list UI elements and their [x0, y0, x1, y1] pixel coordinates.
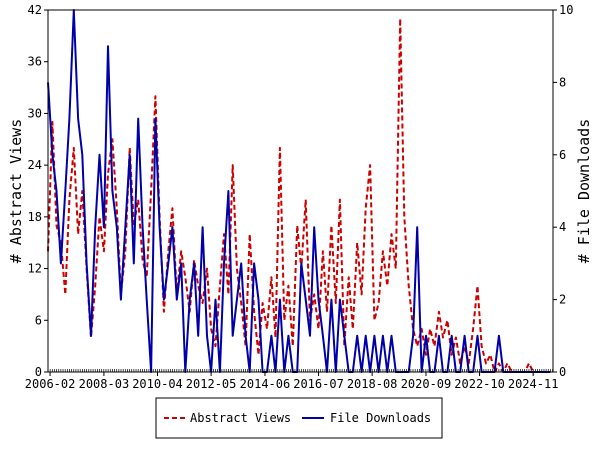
left-tick-label-0: 0	[35, 365, 42, 379]
left-axis-title: # Abstract Views	[7, 119, 25, 264]
x-tick-label-2: 2010-04	[132, 377, 183, 391]
right-axis-title: # File Downloads	[575, 119, 593, 264]
legend-label-file-downloads: File Downloads	[330, 411, 431, 425]
plot-area-frame	[47, 9, 554, 373]
legend-box	[155, 397, 443, 439]
left-tick-label-6: 36	[28, 55, 42, 69]
legend-label-abstract-views: Abstract Views	[190, 411, 291, 425]
series-line-file-downloads	[47, 9, 551, 373]
left-tick-label-1: 6	[35, 313, 42, 327]
legend: Abstract Views File Downloads	[155, 397, 443, 439]
left-tick-label-2: 12	[28, 262, 42, 276]
x-tick-label-6: 2018-08	[347, 377, 398, 391]
right-tick-label-4: 8	[559, 75, 566, 89]
x-tick-label-9: 2024-11	[508, 377, 559, 391]
left-tick-label-4: 24	[28, 158, 42, 172]
right-tick-label-3: 6	[559, 148, 566, 162]
x-tick-label-3: 2012-05	[186, 377, 237, 391]
series-layer	[47, 9, 551, 373]
right-tick-label-2: 4	[559, 220, 566, 234]
x-tick-label-1: 2008-03	[79, 377, 130, 391]
x-tick-label-5: 2016-07	[293, 377, 344, 391]
left-tick-label-7: 42	[28, 3, 42, 17]
x-tick-label-8: 2022-10	[454, 377, 505, 391]
right-tick-label-0: 0	[559, 365, 566, 379]
left-tick-label-3: 18	[28, 210, 42, 224]
x-tick-label-0: 2006-02	[25, 377, 76, 391]
x-tick-label-4: 2014-06	[240, 377, 291, 391]
right-tick-label-1: 2	[559, 293, 566, 307]
left-tick-label-5: 30	[28, 106, 42, 120]
x-tick-label-7: 2020-09	[401, 377, 452, 391]
right-tick-label-5: 10	[559, 3, 573, 17]
